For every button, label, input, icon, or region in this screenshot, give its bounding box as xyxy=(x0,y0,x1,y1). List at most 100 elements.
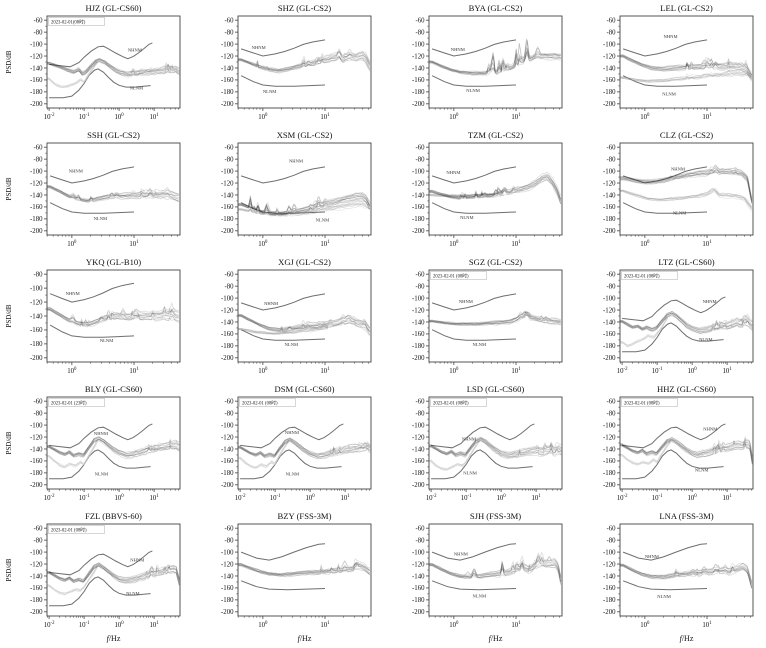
nlnm-curve xyxy=(622,580,708,591)
y-tick-label: -60 xyxy=(415,525,425,532)
nlnm-label: NLNM xyxy=(263,89,277,94)
x-tick-label: 101 xyxy=(129,240,139,248)
subplot-title-LEL: LEL (GL-CS2) xyxy=(660,3,713,13)
timestamp-annotation: 2023-02-01 (08时) xyxy=(433,400,469,407)
nhnm-label: NHNM xyxy=(130,558,144,563)
x-tick-label: 100 xyxy=(67,367,77,375)
nhnm-curve xyxy=(240,39,326,57)
y-tick-label: -60 xyxy=(33,17,43,24)
y-tick-label: -80 xyxy=(33,29,43,36)
y-tick-label: -80 xyxy=(33,537,43,544)
x-tick-label: 101 xyxy=(149,621,159,629)
x-tick-label: 101 xyxy=(511,367,521,375)
nhnm-label: NHNM xyxy=(446,170,460,175)
nhnm-label: NHNM xyxy=(703,299,717,304)
y-axis-label: PSD/dB xyxy=(5,304,13,327)
subplot-cell-HJZ: -60 -80 -100 -120 -140 -160 -180 -200 10-2 10-1 10… xyxy=(0,0,191,127)
subplot-XSM: -60 -80 -100 -120 -140 -160 -180 -200 100 101 XSM … xyxy=(221,130,372,248)
nlnm-curve xyxy=(622,75,708,87)
subplot-cell-LEL: -60 -80 -100 -120 -140 -160 -180 -200 100 101 LEL … xyxy=(573,0,764,127)
nhnm-curve xyxy=(431,543,517,561)
nlnm-curve xyxy=(431,329,517,341)
y-tick-label: -180 xyxy=(30,216,43,223)
y-tick-label: -140 xyxy=(30,192,43,199)
x-tick-label: 101 xyxy=(702,240,712,248)
y-tick-label: -200 xyxy=(30,101,43,108)
subplot-title-SHZ: SHZ (GL-CS2) xyxy=(278,3,331,13)
nlnm-label: NLNM xyxy=(94,216,108,221)
subplot-cell-LNA: -60 -80 -100 -120 -140 -160 -180 -200 100 101 LNA … xyxy=(573,508,764,648)
y-tick-label: -160 xyxy=(221,331,234,338)
x-tick-label: 10-1 xyxy=(79,621,90,629)
nhnm-label: NHNM xyxy=(289,159,303,164)
timestamp-annotation: 2023-02-01 (08时) xyxy=(624,273,660,280)
subplot-title-LTZ: LTZ (GL-CS60) xyxy=(658,257,714,267)
subplot-cell-DSM: -60 -80 -100 -120 -140 -160 -180 -200 10-2 10-1 10… xyxy=(191,381,382,508)
x-tick-label: 101 xyxy=(722,494,732,502)
y-axis-label: PSD/dB xyxy=(5,558,13,581)
y-tick-label: -120 xyxy=(30,53,43,60)
nlnm-curve xyxy=(49,202,135,214)
y-tick-label: -80 xyxy=(415,537,425,544)
x-tick-label: 100 xyxy=(258,621,268,629)
y-tick-label: -140 xyxy=(412,65,425,72)
nhnm-curve xyxy=(431,423,535,449)
y-tick-label: -60 xyxy=(33,398,43,405)
nlnm-curve xyxy=(622,202,708,214)
y-tick-label: -60 xyxy=(415,398,425,405)
subplot-SGZ: -60 -80 -100 -120 -140 -160 -180 -200 100 101 SGZ … xyxy=(412,257,563,375)
x-axis-label: f/Hz xyxy=(489,634,503,643)
nlnm-label: NLNM xyxy=(662,91,676,96)
x-tick-label: 101 xyxy=(149,494,159,502)
x-tick-label: 100 xyxy=(640,240,650,248)
x-tick-label: 10-1 xyxy=(79,113,90,121)
nlnm-curve xyxy=(240,75,326,87)
y-tick-label: -80 xyxy=(224,29,234,36)
y-tick-label: -160 xyxy=(30,585,43,592)
nhnm-label: NHNM xyxy=(451,47,465,52)
x-tick-label: 100 xyxy=(687,367,697,375)
timestamp-annotation: 2023-02-01 (23时) xyxy=(51,400,87,407)
x-tick-label: 101 xyxy=(320,240,330,248)
y-tick-label: -60 xyxy=(415,144,425,151)
y-tick-label: -140 xyxy=(30,573,43,580)
y-tick-label: -200 xyxy=(221,355,234,362)
subplot-cell-TZM: -60 -80 -100 -120 -140 -160 -180 -200 100 101 TZM … xyxy=(382,127,573,254)
y-tick-label: -200 xyxy=(603,228,616,235)
plot-area-FZL xyxy=(47,550,180,607)
y-tick-label: -140 xyxy=(412,319,425,326)
y-tick-label: -140 xyxy=(221,446,234,453)
y-tick-label: -100 xyxy=(221,168,234,175)
x-tick-label: 10-1 xyxy=(270,494,281,502)
subplot-title-BYA: BYA (GL-CS2) xyxy=(469,3,523,13)
subplot-YKQ: -80 -100 -120 -140 -160 -180 -200 100 101 YKQ (GL… xyxy=(5,257,181,375)
y-tick-label: -200 xyxy=(30,609,43,616)
y-tick-label: -200 xyxy=(603,482,616,489)
subplot-BYA: -60 -80 -100 -120 -140 -160 -180 -200 100 101 BYA … xyxy=(412,3,563,121)
x-tick-label: 10-1 xyxy=(79,494,90,502)
y-tick-label: -140 xyxy=(221,192,234,199)
x-tick-label: 101 xyxy=(320,113,330,121)
plot-frame xyxy=(46,15,181,109)
y-tick-label: -120 xyxy=(412,53,425,60)
timestamp-annotation-box xyxy=(430,398,487,407)
plot-area-LTZ xyxy=(620,296,753,353)
y-tick-label: -140 xyxy=(603,573,616,580)
y-tick-label: -100 xyxy=(30,285,43,292)
nlnm-label: NLNM xyxy=(657,594,671,599)
nhnm-label: NHNM xyxy=(128,48,142,53)
y-tick-label: -100 xyxy=(603,422,616,429)
y-tick-label: -180 xyxy=(603,89,616,96)
plot-frame xyxy=(428,15,563,109)
y-tick-label: -120 xyxy=(30,180,43,187)
y-tick-label: -200 xyxy=(221,609,234,616)
nhnm-curve xyxy=(49,282,135,303)
nlnm-label: NLNM xyxy=(126,591,140,596)
nhnm-curve xyxy=(49,550,153,576)
y-tick-label: -100 xyxy=(221,549,234,556)
x-tick-label: 101 xyxy=(340,494,350,502)
y-tick-label: -200 xyxy=(412,482,425,489)
y-tick-label: -140 xyxy=(221,573,234,580)
